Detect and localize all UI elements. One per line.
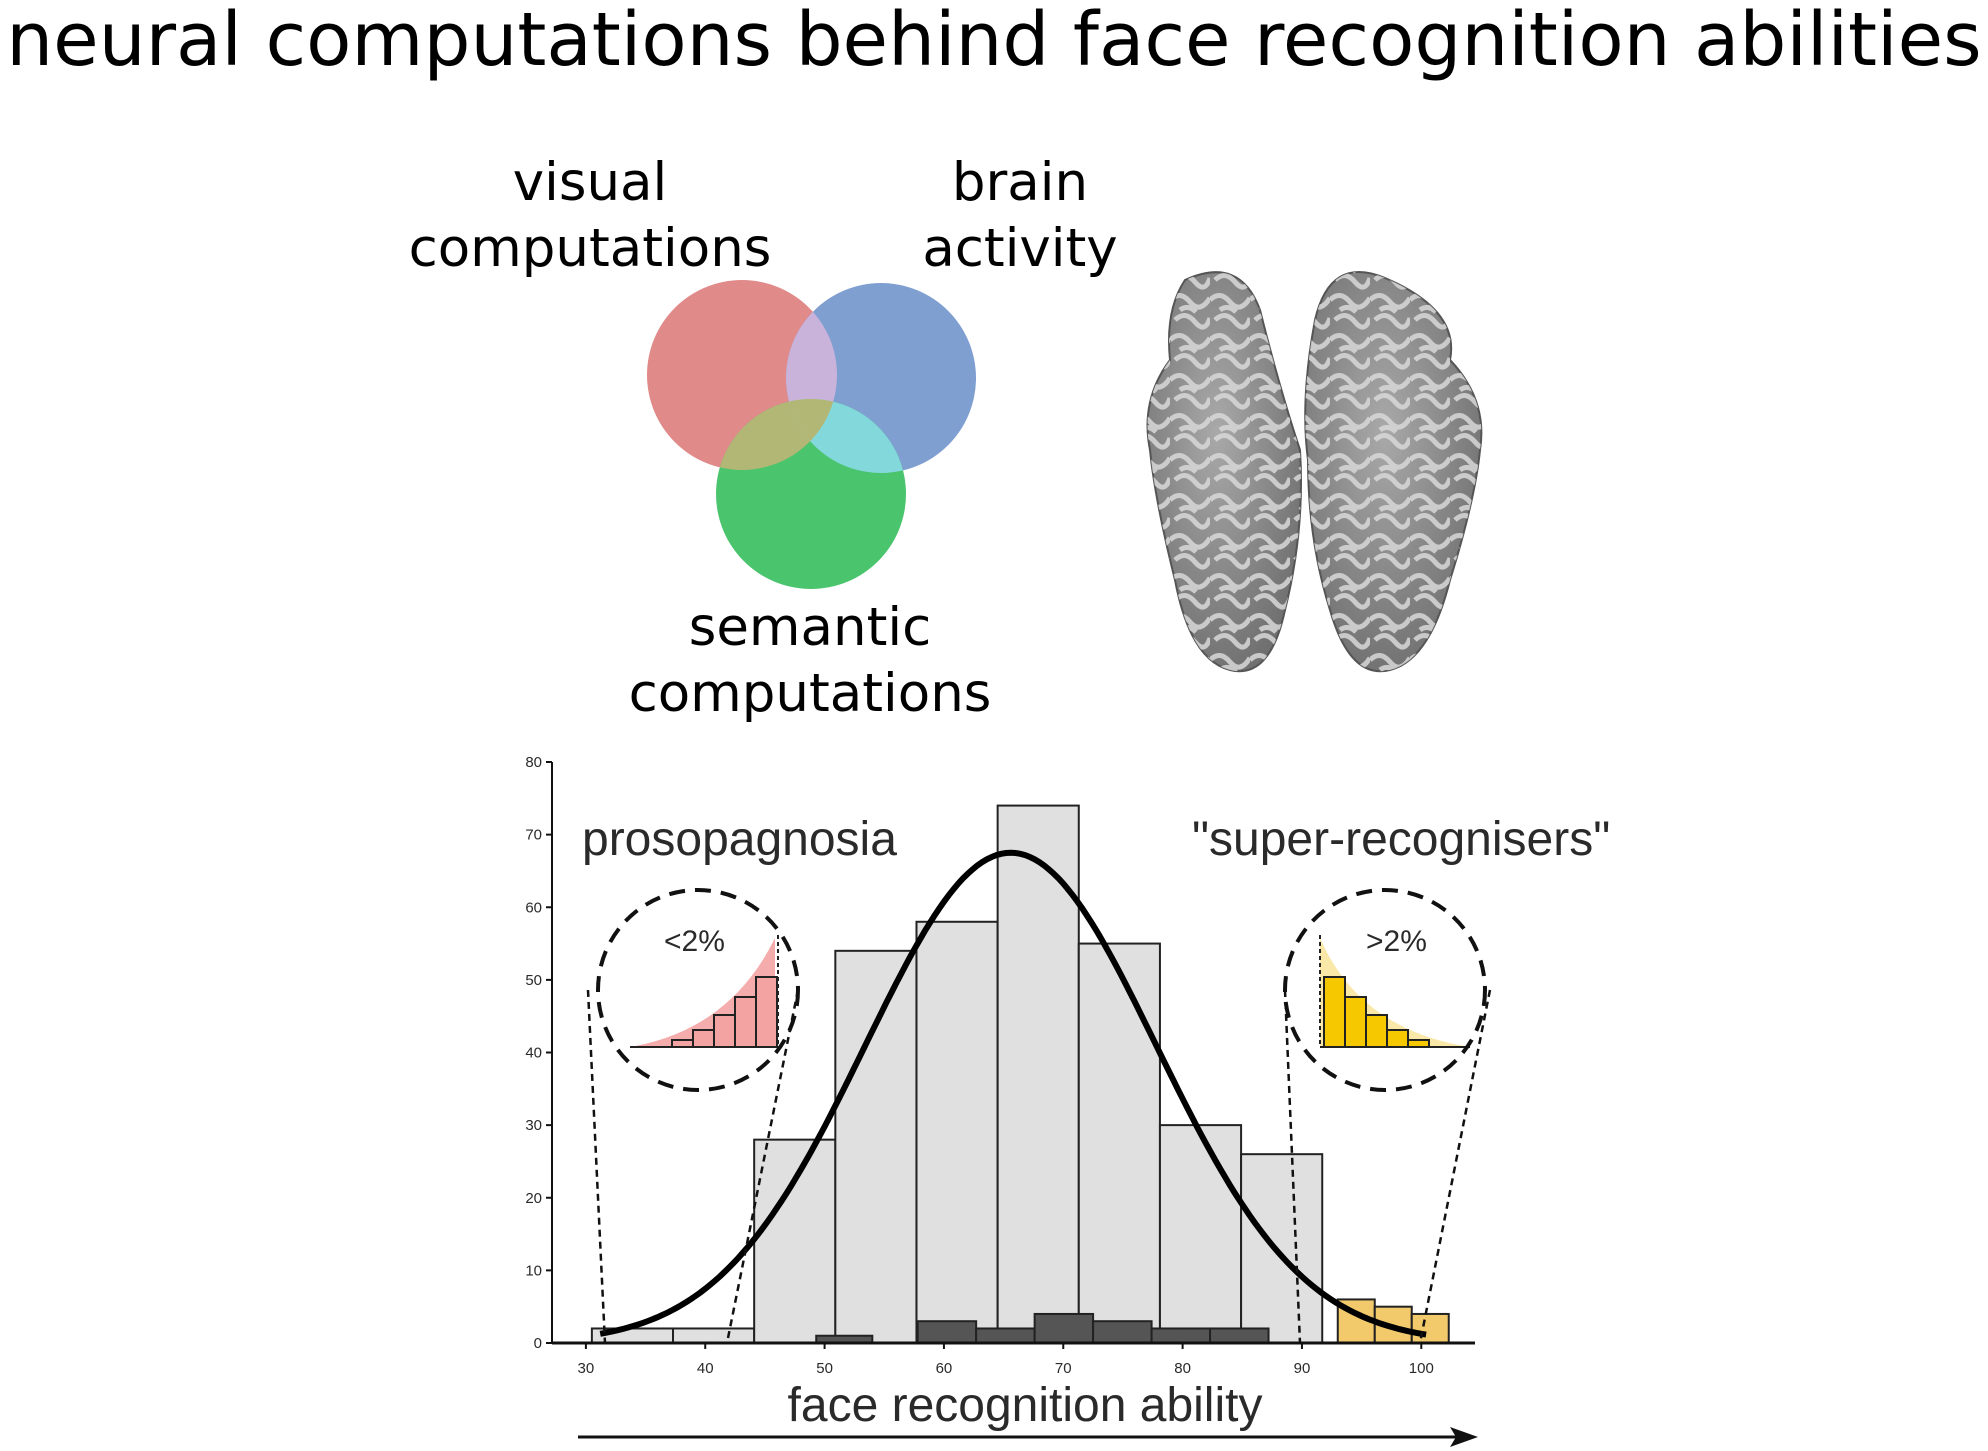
x-tick-label: 60 bbox=[936, 1360, 953, 1377]
venn-label-semantic-line2: computations bbox=[628, 663, 992, 724]
bar-main-7 bbox=[1158, 1124, 1243, 1344]
page-title: neural computations behind face recognit… bbox=[6, 0, 1982, 83]
bar-dark-2 bbox=[975, 1327, 1036, 1344]
x-tick-label: 90 bbox=[1294, 1360, 1311, 1377]
venn-label-visual: visual computations bbox=[380, 150, 800, 282]
y-tick-label: 10 bbox=[525, 1262, 542, 1279]
venn-label-brain: brain activity bbox=[880, 150, 1160, 282]
bar-dark-1 bbox=[916, 1320, 978, 1345]
bar-main-4 bbox=[915, 920, 999, 1345]
bar-main-1 bbox=[672, 1327, 756, 1344]
x-tick-label: 70 bbox=[1055, 1360, 1072, 1377]
normal-fit-curve bbox=[599, 849, 1427, 1338]
venn-label-semantic: semantic computations bbox=[580, 595, 1040, 727]
bar-dark-5 bbox=[1150, 1327, 1212, 1344]
y-tick-label: 50 bbox=[525, 972, 542, 989]
super-recognisers-label: "super-recognisers" bbox=[1192, 813, 1611, 866]
high-tail-label: >2% bbox=[1366, 925, 1427, 958]
prosopagnosia-label: prosopagnosia bbox=[582, 813, 897, 866]
y-tick-label: 80 bbox=[525, 754, 542, 771]
bar-main-3 bbox=[834, 949, 918, 1344]
bar-dark-3 bbox=[1033, 1312, 1095, 1344]
bar-main-6 bbox=[1077, 942, 1161, 1344]
venn-label-visual-line1: visual bbox=[512, 152, 668, 213]
inset-low-tail bbox=[586, 888, 800, 1344]
y-tick-label: 70 bbox=[525, 827, 542, 844]
y-tick-label: 0 bbox=[534, 1335, 542, 1352]
y-tick-label: 30 bbox=[525, 1117, 542, 1134]
inset-high-tail bbox=[1283, 888, 1492, 1344]
venn-overlap-visual-semantic bbox=[716, 399, 837, 470]
venn-label-semantic-line1: semantic bbox=[688, 597, 932, 658]
brain-left-hemisphere bbox=[1146, 271, 1302, 673]
brain-illustration bbox=[1146, 271, 1483, 673]
x-tick-label: 30 bbox=[578, 1360, 595, 1377]
y-tick-label: 20 bbox=[525, 1190, 542, 1207]
low-tail-label: <2% bbox=[664, 925, 725, 958]
venn-label-brain-line2: activity bbox=[922, 218, 1118, 279]
brain-right-hemisphere bbox=[1304, 271, 1483, 673]
x-axis-arrow bbox=[578, 1427, 1478, 1447]
bar-main-8 bbox=[1240, 1153, 1324, 1345]
x-tick-label: 100 bbox=[1409, 1360, 1434, 1377]
bar-main-5 bbox=[996, 804, 1080, 1344]
x-tick-label: 80 bbox=[1174, 1360, 1191, 1377]
venn-label-visual-line2: computations bbox=[408, 218, 772, 279]
x-tick-label: 50 bbox=[816, 1360, 833, 1377]
bar-main-2 bbox=[753, 1138, 837, 1345]
bar-dark-4 bbox=[1092, 1320, 1153, 1345]
x-tick-label: 40 bbox=[697, 1360, 714, 1377]
y-tick-label: 60 bbox=[525, 899, 542, 916]
venn-overlap-brain-semantic bbox=[786, 399, 906, 473]
y-tick-label: 40 bbox=[525, 1045, 542, 1062]
bar-high-2 bbox=[1410, 1312, 1450, 1344]
x-axis-label: face recognition ability bbox=[787, 1379, 1263, 1432]
bar-dark-6 bbox=[1209, 1327, 1270, 1344]
venn-label-brain-line1: brain bbox=[951, 152, 1089, 213]
